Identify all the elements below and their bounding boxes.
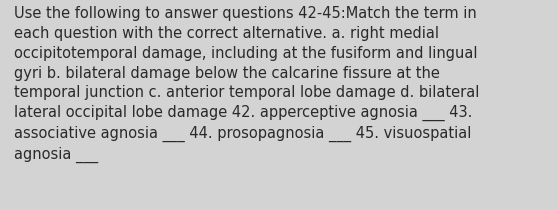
Text: Use the following to answer questions 42-45:Match the term in
each question with: Use the following to answer questions 42… [14,6,479,163]
